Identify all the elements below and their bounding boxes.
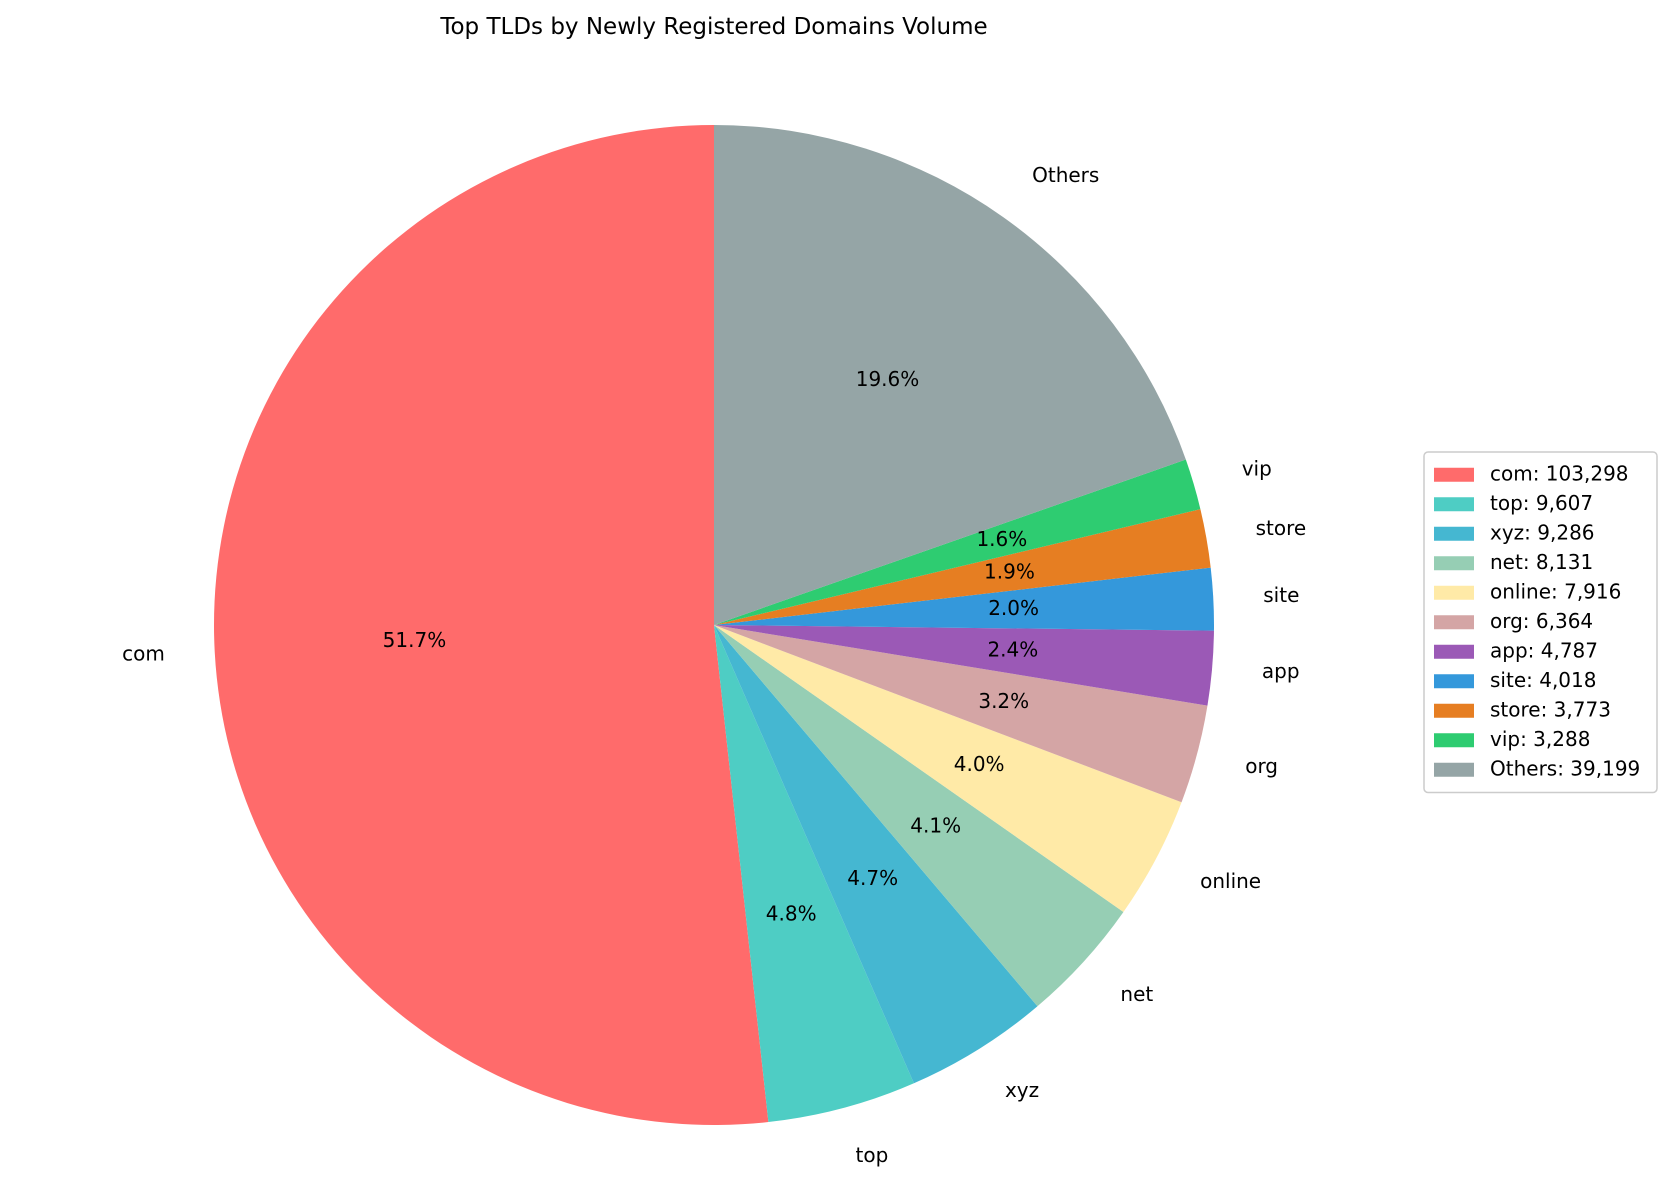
- slice-label-top: top: [855, 1143, 888, 1167]
- legend-entry-org: org: 6,364: [1490, 609, 1593, 633]
- pie-slice-site: [714, 567, 1214, 631]
- legend-entry-vip: vip: 3,288: [1490, 727, 1590, 751]
- legend-entry-app: app: 4,787: [1490, 638, 1598, 662]
- legend-entry-top: top: 9,607: [1490, 491, 1593, 515]
- slice-pct-com: 51.7%: [383, 628, 447, 652]
- slice-label-online: online: [1200, 869, 1261, 893]
- slice-pct-vip: 1.6%: [976, 527, 1027, 551]
- pie-slice-org: [714, 625, 1208, 803]
- legend-swatch-vip: [1434, 733, 1474, 748]
- legend-entry-xyz: xyz: 9,286: [1490, 520, 1595, 544]
- slice-pct-store: 1.9%: [984, 559, 1035, 583]
- legend-swatch-top: [1434, 497, 1474, 512]
- pie-slice-app: [714, 625, 1214, 706]
- slice-label-xyz: xyz: [1005, 1078, 1039, 1102]
- slice-label-store: store: [1256, 516, 1307, 540]
- slice-pct-top: 4.8%: [766, 901, 817, 925]
- slice-pct-org: 3.2%: [978, 689, 1029, 713]
- legend-swatch-others: [1434, 762, 1474, 777]
- legend-swatch-online: [1434, 585, 1474, 600]
- legend-entry-store: store: 3,773: [1490, 697, 1611, 721]
- legend-swatch-site: [1434, 674, 1474, 689]
- pie-slice-vip: [714, 459, 1201, 625]
- legend-swatch-app: [1434, 644, 1474, 659]
- pie-slice-xyz: [714, 625, 1038, 1084]
- pie-slice-top: [714, 625, 914, 1123]
- pie-slice-store: [714, 509, 1211, 625]
- slice-label-vip: vip: [1242, 457, 1272, 481]
- slice-pct-net: 4.1%: [910, 814, 961, 838]
- legend-entry-com: com: 103,298: [1490, 461, 1629, 485]
- slice-percent-labels: 51.7% 4.8% 4.7% 4.1% 4.0% 3.2% 2.4% 2.0% 1.9% 1.6…: [383, 367, 1039, 926]
- pie-slices: [214, 125, 1214, 1125]
- legend-swatch-store: [1434, 703, 1474, 718]
- pie-slice-com: [214, 125, 769, 1125]
- slice-label-net: net: [1120, 982, 1153, 1006]
- slice-label-org: org: [1245, 754, 1278, 778]
- slice-pct-app: 2.4%: [987, 637, 1038, 661]
- legend-entry-others: Others: 39,199: [1490, 756, 1640, 780]
- slice-label-com: com: [122, 641, 165, 665]
- pie-slice-net: [714, 625, 1124, 1007]
- legend-entry-online: online: 7,916: [1490, 579, 1621, 603]
- slice-pct-online: 4.0%: [954, 752, 1005, 776]
- chart-title: Top TLDs by Newly Registered Domains Vol…: [439, 14, 987, 40]
- legend-swatch-com: [1434, 467, 1474, 482]
- legend: com: 103,298 top: 9,607 xyz: 9,286 net: 8,1…: [1423, 451, 1658, 794]
- legend-swatch-net: [1434, 556, 1474, 571]
- pie-slice-others: [714, 125, 1186, 625]
- slice-pct-xyz: 4.7%: [847, 866, 898, 890]
- legend-swatch-org: [1434, 615, 1474, 630]
- slice-name-labels: com top xyz net online org app site store vip Othe…: [122, 163, 1306, 1167]
- slice-label-site: site: [1263, 583, 1299, 607]
- slice-pct-others: 19.6%: [856, 367, 920, 391]
- slice-label-others: Others: [1032, 163, 1099, 187]
- legend-entry-site: site: 4,018: [1490, 668, 1596, 692]
- slice-pct-site: 2.0%: [988, 596, 1039, 620]
- legend-swatch-xyz: [1434, 526, 1474, 541]
- legend-frame: [1423, 451, 1658, 794]
- legend-entry-net: net: 8,131: [1490, 550, 1593, 574]
- slice-label-app: app: [1262, 659, 1300, 683]
- pie-slice-online: [714, 625, 1182, 912]
